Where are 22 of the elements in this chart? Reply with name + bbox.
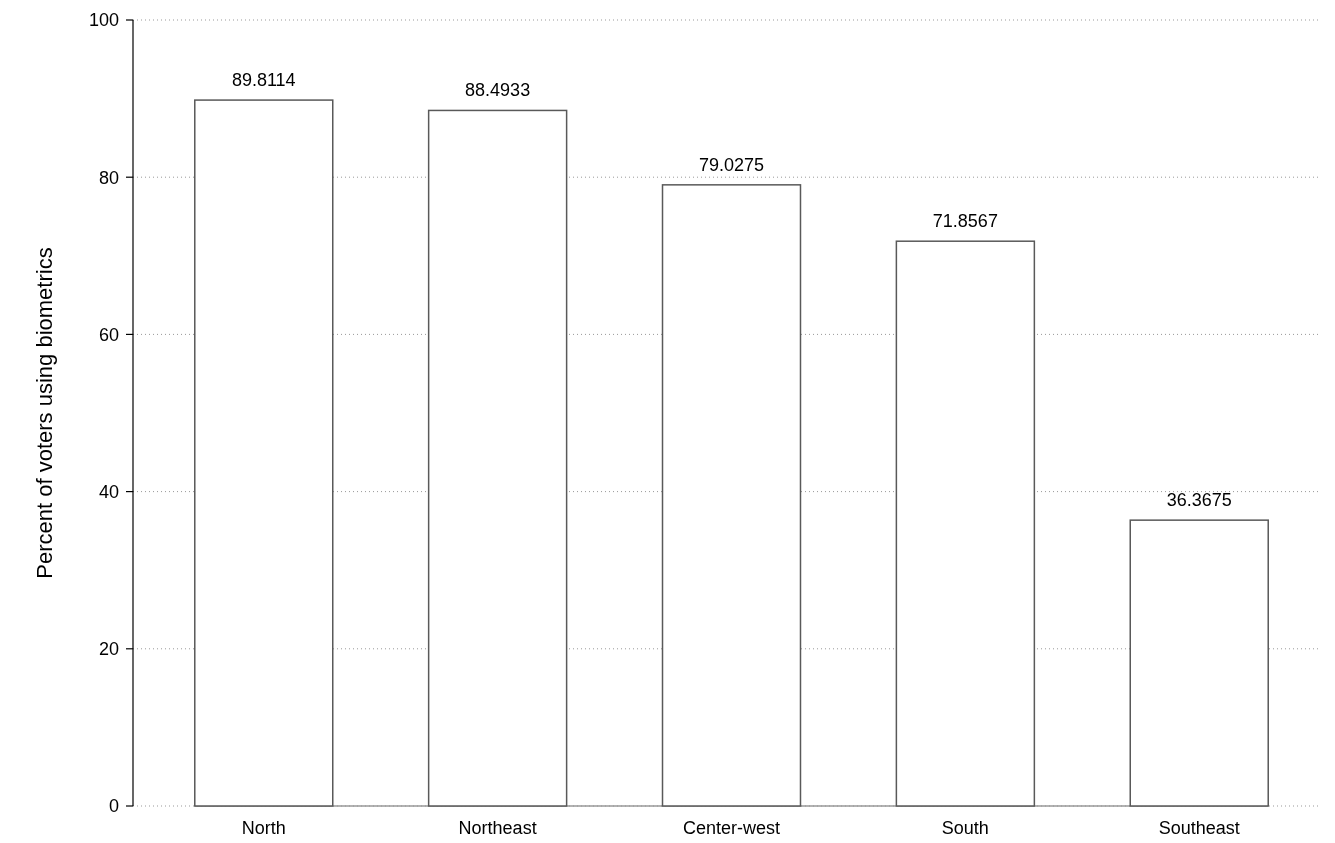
- x-tick-label: Center-west: [682, 818, 781, 838]
- data-label: 88.4933: [465, 80, 531, 101]
- bar: [1129, 519, 1269, 807]
- y-tick-label: 20: [98, 639, 119, 660]
- x-tick-label: South: [941, 818, 989, 838]
- y-tick-label: 0: [108, 796, 119, 817]
- bar: [427, 109, 568, 807]
- bar: [194, 99, 334, 807]
- bar: [661, 184, 802, 807]
- bar: [895, 240, 1036, 807]
- data-label: 71.8567: [932, 211, 998, 232]
- x-tick-label: Southeast: [1158, 818, 1240, 838]
- y-axis-title: Percent of voters using biometrics: [32, 247, 57, 579]
- y-tick-label: 80: [98, 167, 119, 188]
- x-tick-label: Northeast: [458, 818, 537, 838]
- data-label: 79.0275: [698, 154, 765, 175]
- data-label: 36.3675: [1166, 490, 1232, 511]
- y-tick-label: 100: [88, 10, 119, 31]
- data-label: 89.8114: [231, 70, 296, 91]
- y-tick-label: 40: [98, 481, 119, 502]
- y-tick-label: 60: [98, 324, 119, 345]
- x-tick-label: North: [241, 818, 286, 838]
